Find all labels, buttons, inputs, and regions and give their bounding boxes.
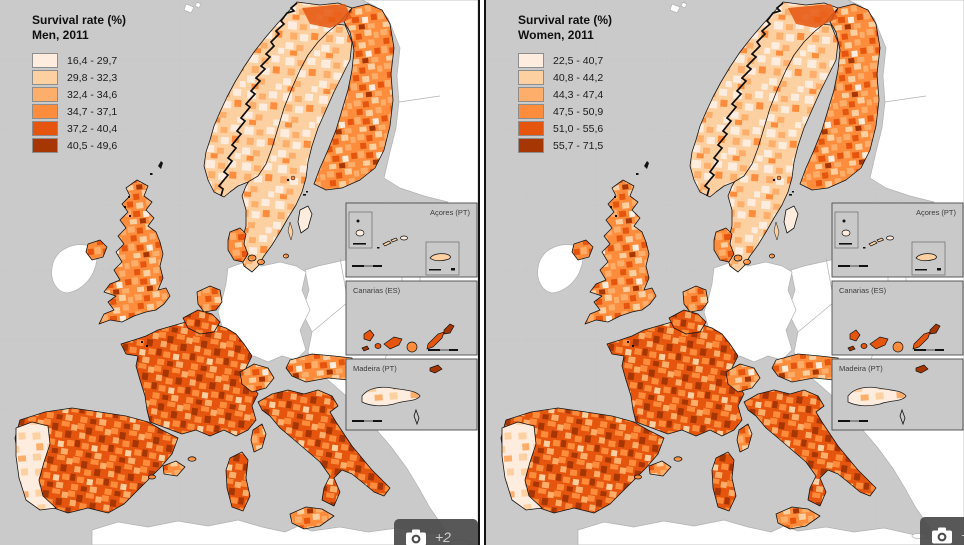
- legend-range-label: 34,7 - 37,1: [67, 105, 118, 118]
- legend-swatch: [518, 87, 544, 102]
- legend-swatch: [32, 104, 58, 119]
- legend-range-label: 29,8 - 32,3: [67, 71, 118, 84]
- legend-class-row: 34,7 - 37,1: [32, 103, 126, 120]
- legend-range-label: 37,2 - 40,4: [67, 122, 118, 135]
- legend-class-row: 16,4 - 29,7: [32, 52, 126, 69]
- legend-swatch: [32, 121, 58, 136]
- legend-swatch: [518, 53, 544, 68]
- legend-class-row: 51,0 - 55,6: [518, 120, 612, 137]
- camera-icon: [406, 529, 426, 545]
- map-panel-women: Survival rate (%) Women, 2011 22,5 - 40,…: [484, 0, 964, 545]
- legend-range-label: 40,8 - 44,2: [553, 71, 604, 84]
- legend-title-line1: Survival rate (%): [32, 13, 127, 27]
- legend-swatch: [32, 53, 58, 68]
- photo-count-label: +2: [961, 527, 964, 543]
- legend-class-row: 44,3 - 47,4: [518, 86, 612, 103]
- legend-women: Survival rate (%) Women, 2011 22,5 - 40,…: [518, 13, 612, 154]
- legend-range-label: 22,5 - 40,7: [553, 54, 604, 67]
- legend-range-label: 51,0 - 55,6: [553, 122, 604, 135]
- photo-count-overlay[interactable]: +2: [394, 519, 478, 545]
- legend-range-label: 32,4 - 34,6: [67, 88, 118, 101]
- legend-swatch: [518, 138, 544, 153]
- legend-men: Survival rate (%) Men, 2011 16,4 - 29,7 …: [32, 13, 126, 154]
- legend-class-row: 22,5 - 40,7: [518, 52, 612, 69]
- legend-class-row: 29,8 - 32,3: [32, 69, 126, 86]
- legend-title: Survival rate (%) Men, 2011: [32, 13, 126, 43]
- legend-swatch: [32, 87, 58, 102]
- legend-range-label: 47,5 - 50,9: [553, 105, 604, 118]
- legend-class-row: 37,2 - 40,4: [32, 120, 126, 137]
- legend-class-row: 47,5 - 50,9: [518, 103, 612, 120]
- photo-count-overlay[interactable]: +2: [920, 517, 964, 545]
- legend-range-label: 40,5 - 49,6: [67, 139, 118, 152]
- legend-range-label: 44,3 - 47,4: [553, 88, 604, 101]
- legend-swatch: [518, 70, 544, 85]
- photo-count-label: +2: [435, 529, 451, 545]
- legend-class-row: 32,4 - 34,6: [32, 86, 126, 103]
- legend-title-line1: Survival rate (%): [518, 13, 613, 27]
- legend-range-label: 55,7 - 71,5: [553, 139, 604, 152]
- legend-swatch: [32, 138, 58, 153]
- legend-title-line2: Women, 2011: [518, 28, 594, 42]
- camera-icon: [932, 527, 952, 543]
- legend-swatch: [32, 70, 58, 85]
- legend-range-label: 16,4 - 29,7: [67, 54, 118, 67]
- legend-class-row: 55,7 - 71,5: [518, 137, 612, 154]
- legend-class-row: 40,5 - 49,6: [32, 137, 126, 154]
- legend-class-row: 40,8 - 44,2: [518, 69, 612, 86]
- legend-title-line2: Men, 2011: [32, 28, 89, 42]
- map-panel-men: Survival rate (%) Men, 2011 16,4 - 29,7 …: [0, 0, 480, 545]
- legend-swatch: [518, 121, 544, 136]
- legend-swatch: [518, 104, 544, 119]
- legend-title: Survival rate (%) Women, 2011: [518, 13, 612, 43]
